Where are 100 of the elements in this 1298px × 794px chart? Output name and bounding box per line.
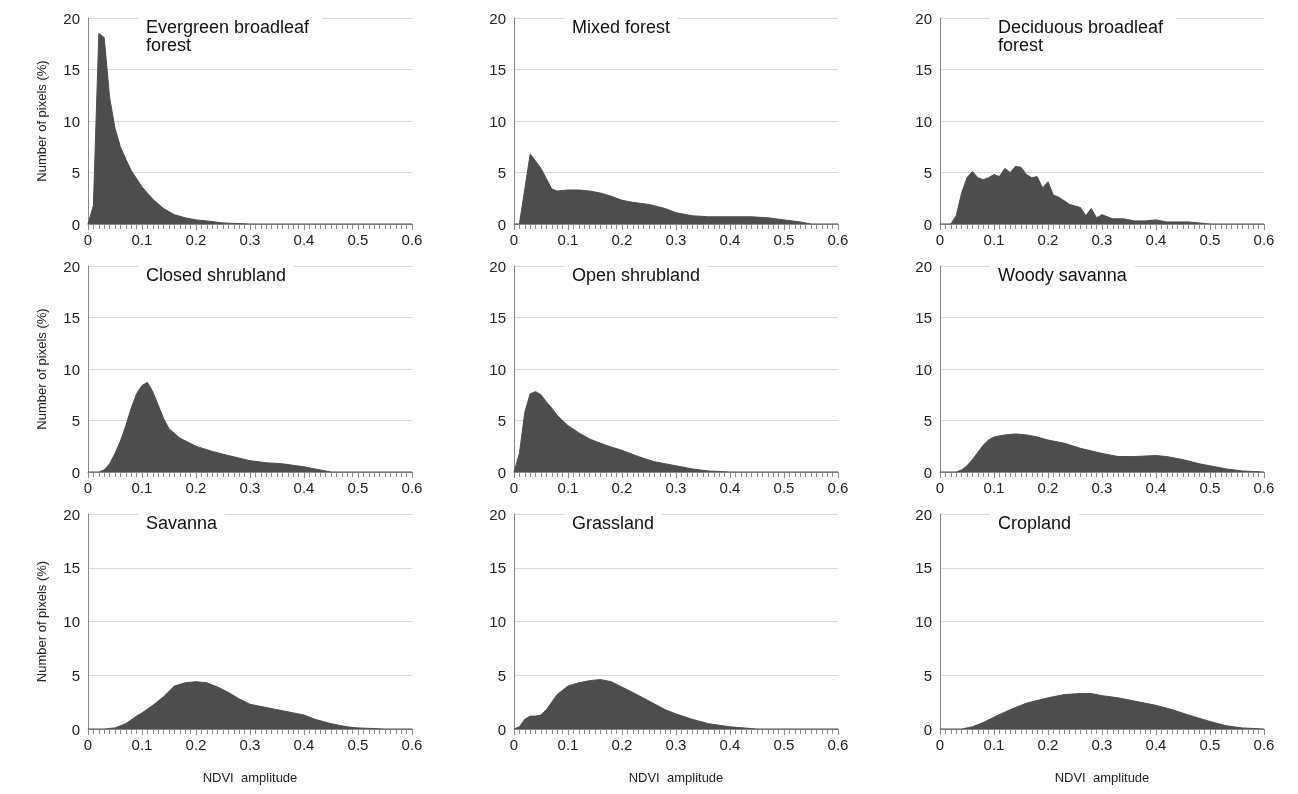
x-tick-label: 0.4 bbox=[293, 479, 315, 496]
y-tick-label: 5 bbox=[71, 164, 80, 181]
y-tick-label: 20 bbox=[489, 257, 506, 275]
x-tick-label: 0.3 bbox=[1091, 736, 1113, 753]
y-tick-label: 5 bbox=[497, 412, 506, 429]
y-tick-label: 10 bbox=[63, 613, 80, 630]
y-tick-label: 10 bbox=[915, 613, 932, 630]
y-tick-label: 20 bbox=[63, 257, 80, 275]
y-tick-label: 10 bbox=[489, 360, 506, 378]
x-tick-label: 0.5 bbox=[773, 231, 795, 248]
x-tick-label: 0.4 bbox=[719, 231, 741, 248]
x-tick-label: 0 bbox=[509, 736, 519, 753]
x-axis-title: NDVI amplitude bbox=[202, 770, 298, 785]
x-tick-label: 0 bbox=[935, 736, 945, 753]
x-tick-label: 0.2 bbox=[1037, 479, 1059, 496]
y-tick-label: 0 bbox=[497, 720, 506, 738]
x-tick-label: 0.5 bbox=[347, 736, 369, 753]
y-tick-label: 10 bbox=[489, 613, 506, 630]
x-tick-label: 0.3 bbox=[665, 479, 687, 496]
x-tick-label: 0.6 bbox=[401, 479, 423, 496]
x-tick-label: 0 bbox=[83, 736, 93, 753]
y-axis-title: Number of pixels (%) bbox=[34, 60, 49, 182]
y-tick-label: 5 bbox=[497, 164, 506, 181]
y-tick-label: 20 bbox=[915, 505, 932, 523]
x-tick-label: 0.5 bbox=[347, 231, 369, 248]
x-tick-label: 0.2 bbox=[185, 231, 207, 248]
x-tick-label: 0.6 bbox=[827, 736, 849, 753]
x-tick-label: 0.1 bbox=[557, 231, 579, 248]
x-tick-label: 0.1 bbox=[131, 231, 153, 248]
x-tick-label: 0.3 bbox=[239, 736, 261, 753]
chart-title: Savanna bbox=[146, 513, 219, 533]
x-tick-label: 0.2 bbox=[185, 479, 207, 496]
x-tick-label: 0 bbox=[935, 479, 945, 496]
y-tick-label: 15 bbox=[915, 559, 932, 577]
y-tick-label: 15 bbox=[489, 61, 506, 78]
chart-title: Cropland bbox=[998, 513, 1072, 533]
y-tick-label: 5 bbox=[497, 666, 506, 684]
y-tick-label: 15 bbox=[489, 309, 506, 326]
x-tick-label: 0.4 bbox=[1145, 231, 1167, 248]
y-tick-label: 0 bbox=[497, 215, 506, 233]
x-tick-label: 0.2 bbox=[611, 479, 633, 496]
y-tick-label: 0 bbox=[71, 463, 80, 481]
x-tick-label: 0.2 bbox=[611, 231, 633, 248]
y-tick-label: 20 bbox=[63, 9, 80, 27]
x-axis-title: NDVI amplitude bbox=[628, 770, 724, 785]
x-axis-title: NDVI amplitude bbox=[1054, 770, 1150, 785]
x-tick-label: 0.2 bbox=[611, 736, 633, 753]
y-tick-label: 20 bbox=[63, 505, 80, 523]
chart-title: Open shrubland bbox=[572, 265, 701, 285]
chart-title: Grassland bbox=[572, 513, 655, 533]
x-tick-label: 0 bbox=[935, 231, 945, 248]
x-tick-label: 0.6 bbox=[1253, 736, 1275, 753]
x-tick-label: 0.4 bbox=[719, 736, 741, 753]
x-tick-label: 0.6 bbox=[1253, 479, 1275, 496]
y-tick-label: 15 bbox=[915, 309, 932, 326]
y-tick-label: 0 bbox=[497, 463, 506, 481]
x-tick-label: 0.2 bbox=[185, 736, 207, 753]
chart-title: Deciduous broadleaf forest bbox=[998, 17, 1169, 55]
x-tick-label: 0.5 bbox=[1199, 231, 1221, 248]
y-tick-label: 5 bbox=[923, 164, 932, 181]
x-tick-label: 0.6 bbox=[401, 231, 423, 248]
x-tick-label: 0.3 bbox=[239, 479, 261, 496]
x-tick-label: 0.1 bbox=[557, 479, 579, 496]
chart-title: Evergreen broadleaf forest bbox=[146, 17, 315, 55]
y-tick-label: 15 bbox=[489, 559, 506, 577]
x-tick-label: 0.1 bbox=[983, 479, 1005, 496]
y-tick-label: 0 bbox=[923, 215, 932, 233]
x-tick-label: 0.5 bbox=[773, 736, 795, 753]
y-tick-label: 0 bbox=[71, 215, 80, 233]
x-tick-label: 0.6 bbox=[827, 231, 849, 248]
x-tick-label: 0.4 bbox=[293, 736, 315, 753]
x-tick-label: 0.5 bbox=[1199, 736, 1221, 753]
x-tick-label: 0.4 bbox=[1145, 479, 1167, 496]
x-tick-label: 0 bbox=[509, 479, 519, 496]
x-tick-label: 0 bbox=[509, 231, 519, 248]
x-tick-label: 0.1 bbox=[983, 736, 1005, 753]
y-tick-label: 10 bbox=[63, 360, 80, 378]
x-tick-label: 0.6 bbox=[401, 736, 423, 753]
x-tick-label: 0.3 bbox=[665, 231, 687, 248]
y-tick-label: 20 bbox=[489, 505, 506, 523]
y-tick-label: 20 bbox=[489, 9, 506, 27]
y-axis-title: Number of pixels (%) bbox=[34, 308, 49, 430]
y-tick-label: 0 bbox=[923, 463, 932, 481]
x-tick-label: 0 bbox=[83, 231, 93, 248]
chart-title: Closed shrubland bbox=[146, 265, 287, 285]
y-axis-title: Number of pixels (%) bbox=[34, 560, 49, 683]
x-tick-label: 0.5 bbox=[773, 479, 795, 496]
x-tick-label: 0.3 bbox=[1091, 231, 1113, 248]
y-tick-label: 0 bbox=[71, 720, 80, 738]
y-tick-label: 10 bbox=[915, 360, 932, 378]
y-tick-label: 10 bbox=[63, 112, 80, 130]
x-tick-label: 0.1 bbox=[131, 736, 153, 753]
x-tick-label: 0.3 bbox=[239, 231, 261, 248]
x-tick-label: 0.1 bbox=[557, 736, 579, 753]
x-tick-label: 0.1 bbox=[983, 231, 1005, 248]
y-tick-label: 15 bbox=[63, 309, 80, 326]
y-tick-label: 10 bbox=[915, 112, 932, 130]
x-tick-label: 0.3 bbox=[665, 736, 687, 753]
x-tick-label: 0.6 bbox=[1253, 231, 1275, 248]
chart-title: Mixed forest bbox=[572, 17, 671, 37]
